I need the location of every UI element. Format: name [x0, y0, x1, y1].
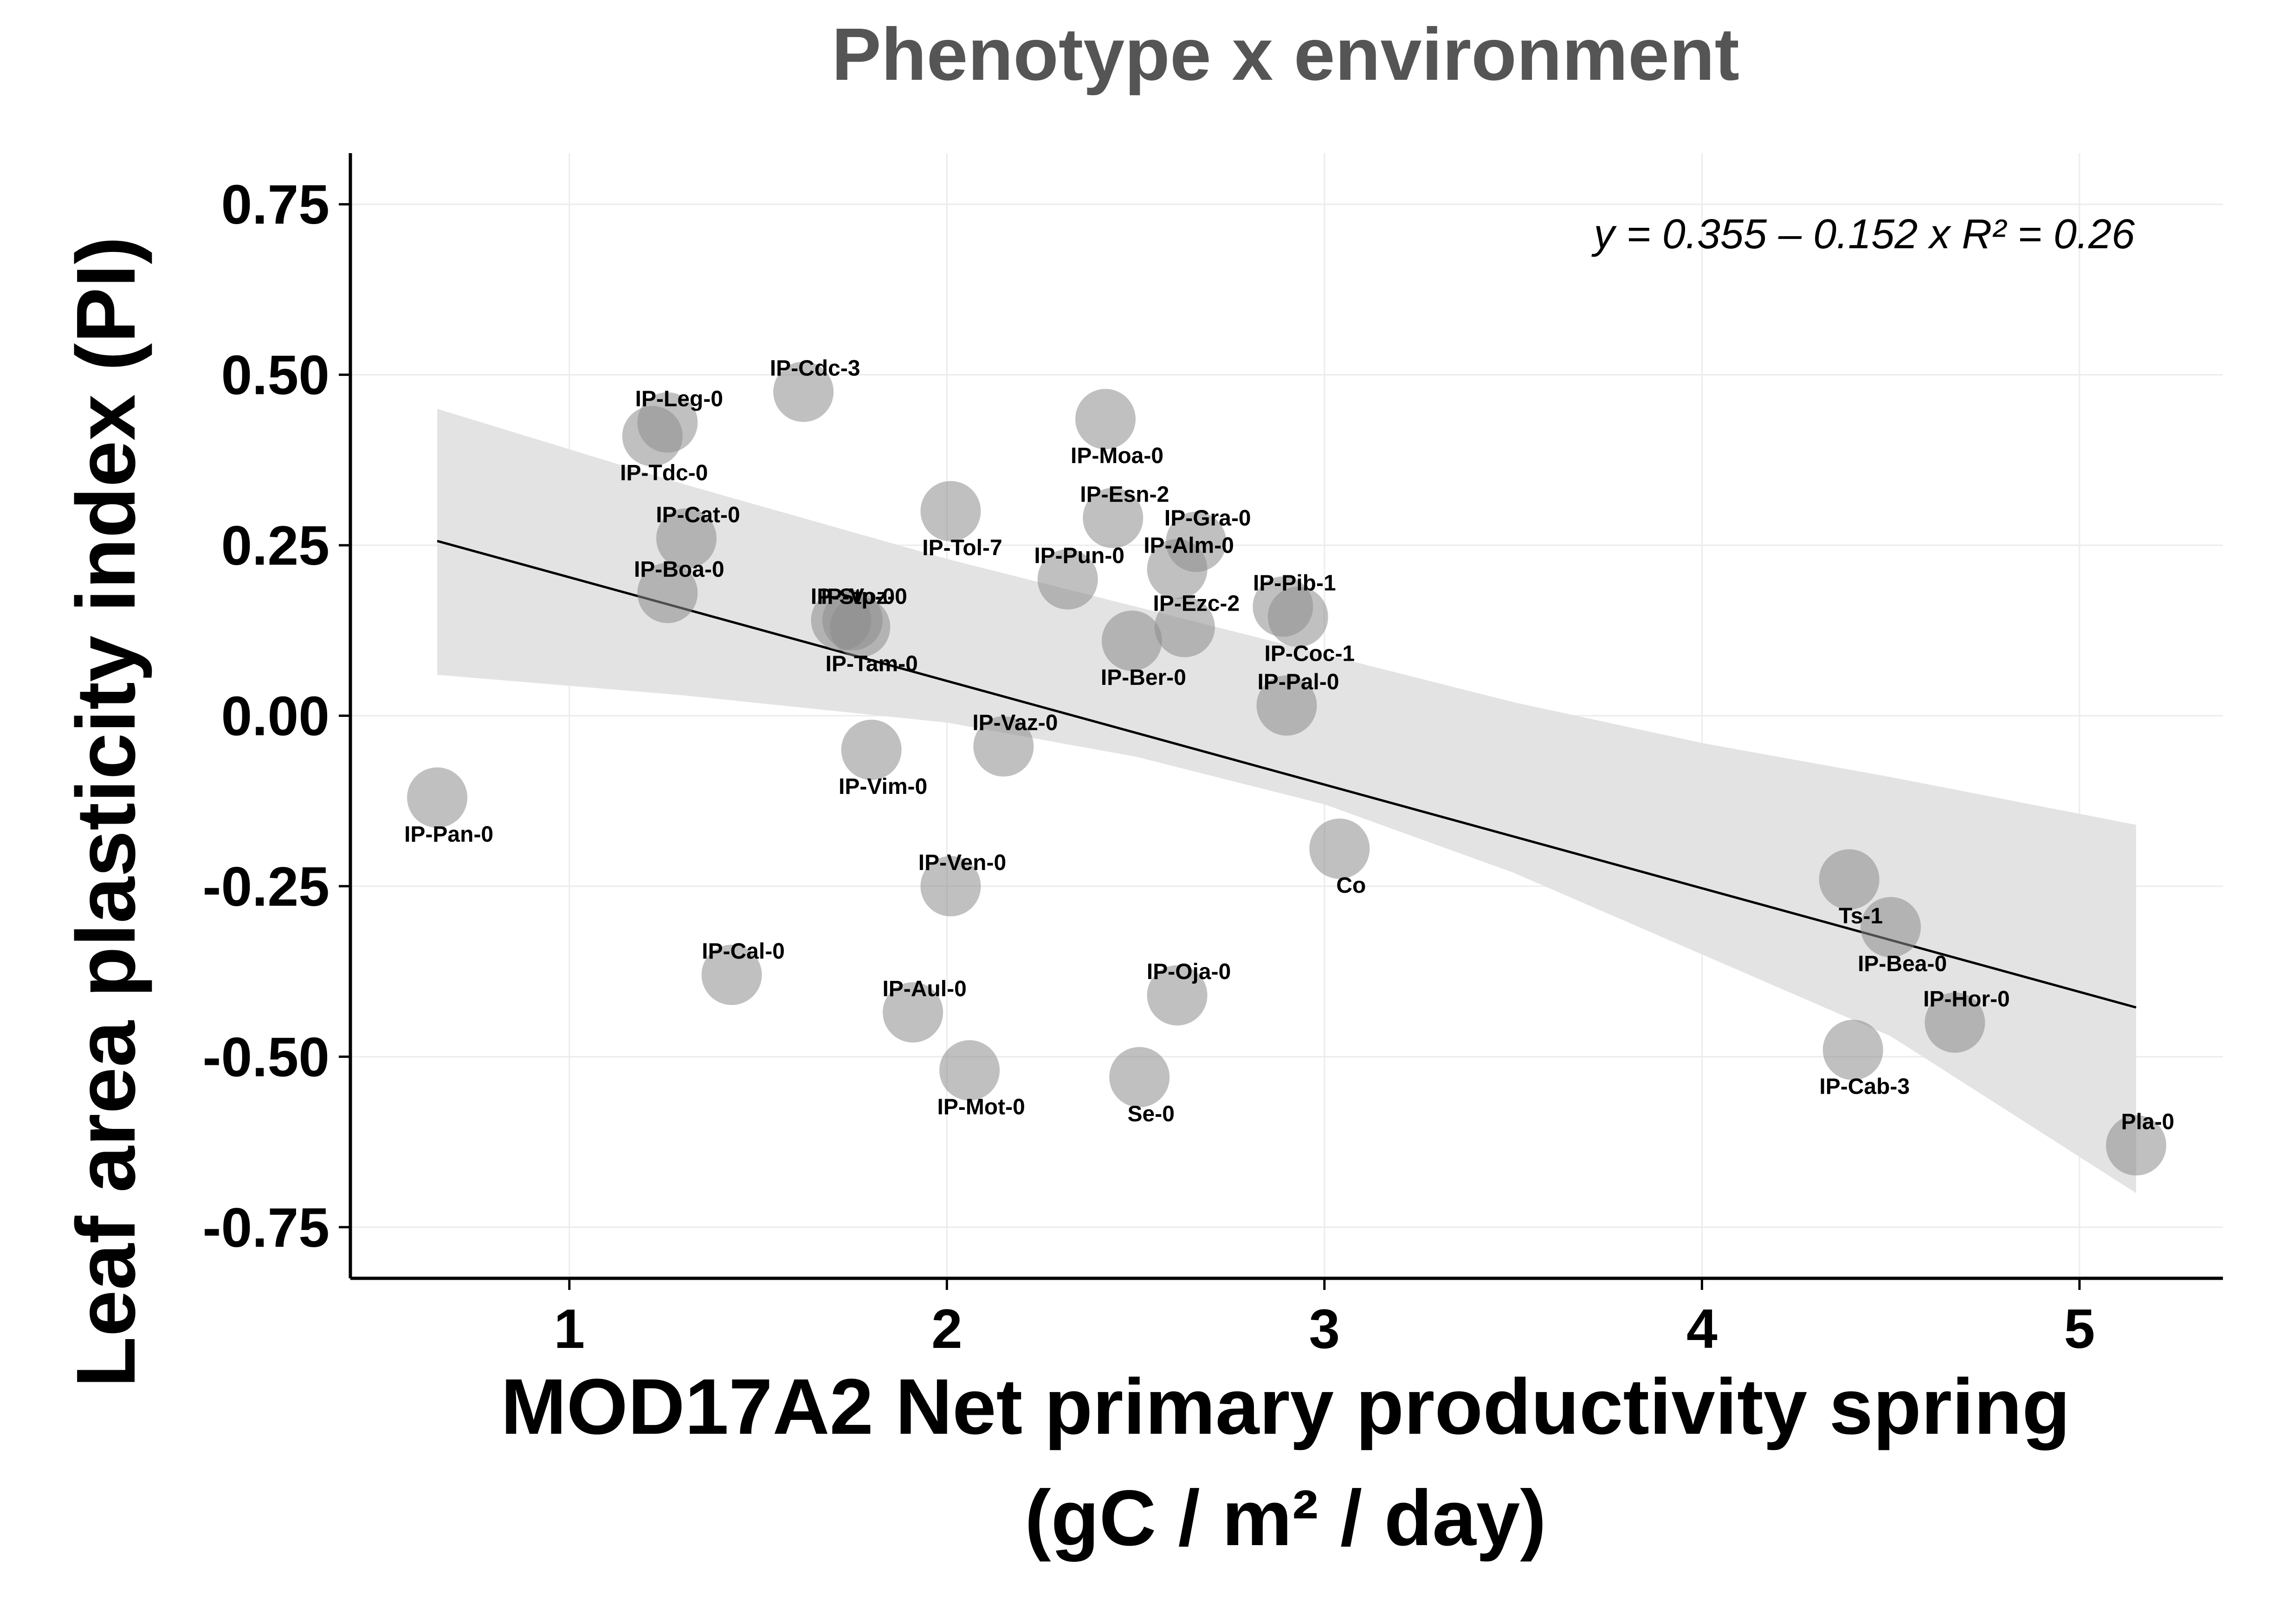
point-label: IP-Aul-0 [882, 977, 966, 1001]
y-tick-label: -0.50 [202, 1026, 329, 1088]
point-label: IP-Vim-0 [839, 774, 927, 799]
data-point [1256, 675, 1317, 736]
data-point [1861, 897, 1921, 958]
data-point [1154, 597, 1215, 657]
axes [339, 153, 2223, 1290]
data-point [773, 361, 834, 422]
data-point [2106, 1115, 2166, 1176]
data-point [822, 590, 883, 651]
point-label: IP-Ven-0 [918, 851, 1006, 875]
point-label: IP-Moa-0 [1071, 444, 1163, 468]
point-label: IP-Bea-0 [1858, 952, 1947, 976]
data-point [973, 716, 1034, 777]
point-label: IP-Tam-0 [826, 651, 918, 676]
point-label: IP-Coc-1 [1265, 641, 1355, 666]
y-tick-label: 0.25 [221, 515, 329, 577]
x-tick-label: 4 [1686, 1298, 1718, 1360]
data-point [637, 392, 698, 453]
data-point [1822, 1019, 1883, 1080]
point-label: IP-Ezc-2 [1153, 591, 1240, 616]
point-label: Ts-1 [1839, 904, 1883, 928]
y-tick-label: -0.25 [202, 856, 329, 918]
point-label: IP-Vaz-0 [972, 711, 1058, 735]
data-point [637, 562, 698, 623]
data-point [407, 767, 468, 828]
data-point [939, 1040, 1000, 1101]
point-label: IP-Boa-0 [634, 557, 724, 582]
point-label: IP-Pun-0 [1034, 544, 1124, 568]
data-point [841, 719, 902, 780]
data-point [1109, 1047, 1170, 1108]
x-tick-label: 2 [931, 1298, 963, 1360]
data-point [1925, 992, 1985, 1053]
point-label: IP-Cal-0 [702, 939, 785, 964]
point-label: IP-Pal-0 [1257, 670, 1339, 694]
data-point [883, 982, 943, 1043]
y-tick-label: 0.00 [221, 685, 329, 748]
x-tick-label: 1 [554, 1298, 585, 1360]
point-label: IP-Esn-2 [1080, 482, 1169, 507]
data-point [701, 944, 762, 1005]
x-axis-label: MOD17A2 Net primary productivity spring [501, 1363, 2070, 1451]
point-label: IP-Oja-0 [1147, 960, 1231, 984]
regression-line-group [437, 540, 2137, 1009]
data-point [1166, 511, 1227, 572]
point-labels: IP-Pan-0 IP-Tdc-0 IP-Leg-0 IP-Cat-0 IP-Boa-0… [404, 356, 2174, 1134]
point-label: IP-Stp-0 [811, 585, 895, 609]
point-label: IP-Ber-0 [1101, 665, 1186, 690]
point-label: Co [1336, 873, 1366, 898]
point-label: IP-Pib-1 [1253, 571, 1336, 595]
regression-equation: y = 0.355 – 0.152 x R² = 0.26 [1591, 211, 2135, 258]
point-label: Se-0 [1128, 1102, 1175, 1126]
point-label: IP-Gra-0 [1164, 506, 1251, 531]
chart-title: Phenotype x environment [832, 13, 1739, 96]
point-label: IP-Hor-0 [1923, 987, 2010, 1012]
data-point [1819, 849, 1880, 910]
data-point [1309, 818, 1370, 879]
point-label: IP-Voz-0 [821, 585, 907, 609]
point-label: IP-Tdc-0 [620, 461, 708, 485]
tick-labels: 1 2 3 4 5 0.75 0.50 0.25 0.00 -0.25 -0.50 -0.75 [202, 174, 2095, 1360]
x-tick-label: 5 [2064, 1298, 2095, 1360]
point-label: IP-Cab-3 [1819, 1075, 1910, 1099]
regression-line [437, 540, 2137, 1009]
point-label: IP-Tol-7 [922, 536, 1002, 561]
data-point [1147, 965, 1208, 1026]
point-label: Pla-0 [2121, 1109, 2175, 1134]
y-tick-label: -0.75 [202, 1197, 329, 1259]
point-label: IP-Mot-0 [937, 1095, 1025, 1120]
point-label: IP-Cat-0 [656, 503, 740, 527]
point-label: IP-Pan-0 [404, 822, 493, 847]
data-point [1037, 549, 1098, 610]
x-tick-label: 3 [1309, 1298, 1340, 1360]
data-point [1101, 610, 1162, 671]
x-axis-unit-label: (gC / m² / day) [1025, 1474, 1546, 1562]
data-points [407, 361, 2166, 1176]
data-point [920, 856, 981, 916]
y-tick-label: 0.75 [221, 174, 329, 236]
data-point [920, 481, 981, 541]
data-point [1083, 488, 1143, 548]
y-tick-label: 0.50 [221, 344, 329, 406]
point-label: IP-Leg-0 [635, 387, 723, 412]
point-label: IP-Cdc-3 [770, 356, 860, 380]
data-point [1267, 586, 1328, 647]
data-point [656, 508, 717, 569]
point-label: IP-Alm-0 [1143, 534, 1234, 558]
y-axis-label: Leaf area plasticity index (PI) [59, 237, 153, 1388]
data-point [1075, 389, 1136, 450]
